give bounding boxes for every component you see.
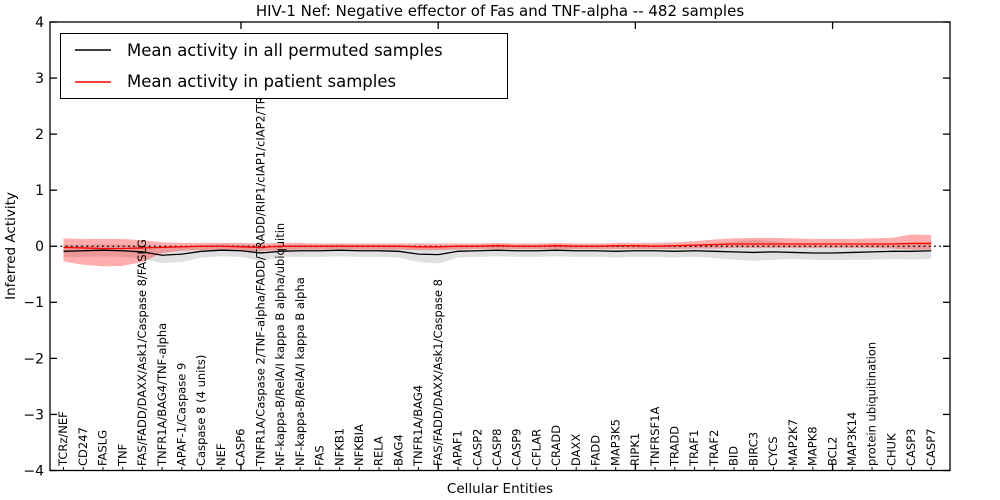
x-tick-label: CASP6 (234, 429, 248, 466)
chart-title: HIV-1 Nef: Negative effector of Fas and … (256, 2, 744, 20)
y-tick-label: 1 (35, 183, 44, 199)
x-tick-label: CASP8 (490, 429, 504, 466)
x-tick-label: BID (727, 446, 741, 466)
x-tick-label: MAPK8 (806, 426, 820, 466)
x-tick-label: TNFR1A/BAG4 (411, 385, 425, 467)
y-tick-label: 3 (35, 71, 44, 87)
x-tick-label: FADD (589, 435, 603, 466)
x-tick-label: Caspase 8 (4 units) (194, 355, 208, 466)
x-tick-label: TNFR1A/BAG4/TNF-alpha (155, 323, 169, 467)
x-tick-label: CYCS (766, 436, 780, 466)
patient-line-swatch (75, 80, 111, 83)
x-tick-label: CASP3 (904, 429, 918, 466)
legend-item-patient: Mean activity in patient samples (61, 67, 507, 97)
x-tick-label: FAS (313, 445, 327, 466)
x-tick-label: protein ubiquitination (865, 342, 879, 466)
x-tick-label: TNFRSF1A (648, 407, 662, 467)
permuted-line-swatch (75, 49, 111, 52)
patient-band (63, 234, 932, 267)
x-tick-label: TRAF2 (707, 430, 721, 467)
x-tick-label: NF-kappa-B/RelA/I kappa B alpha (293, 277, 307, 466)
x-tick-label: CHUK (884, 433, 898, 466)
permuted-mean-line (63, 249, 932, 256)
legend-label-permuted: Mean activity in all permuted samples (127, 40, 443, 60)
y-tick-label: −1 (23, 295, 44, 311)
x-axis-label: Cellular Entities (447, 481, 553, 497)
plot-area: TCRz/NEF CD247 FASLG TNF FAS/FADD/DAXX/Ask1/… (23, 15, 951, 479)
x-tick-label: FASLG (96, 430, 110, 466)
legend-item-permuted: Mean activity in all permuted samples (61, 35, 507, 65)
x-tick-label: BCL2 (825, 437, 839, 466)
x-tick-label: MAP2K7 (786, 419, 800, 466)
x-tick-label: TNFR1A/Caspase 2/TNF-alpha/FADD/TRADD/RI… (253, 35, 267, 467)
x-tick-label: BAG4 (391, 434, 405, 466)
legend-label-patient: Mean activity in patient samples (127, 72, 397, 92)
x-tick-label: FAS/FADD/DAXX/Ask1/Caspase 8/FASLG (135, 239, 149, 466)
x-tick-label: NFKBIA (352, 424, 366, 466)
y-tick-label: −3 (23, 407, 44, 423)
x-tick-label: CASP9 (510, 429, 524, 466)
x-tick-label: RELA (372, 436, 386, 466)
x-tick-label: APAF1 (451, 430, 465, 466)
y-tick-label: −4 (23, 463, 44, 479)
y-axis-label: Inferred Activity (3, 192, 19, 300)
x-tick-label: APAF-1/Caspase 9 (175, 363, 189, 466)
x-tick-label: MAP3K14 (845, 412, 859, 466)
x-tick-label: CFLAR (529, 429, 543, 466)
x-tick-label: TRAF1 (687, 430, 701, 467)
x-tick-label: NEF (214, 444, 228, 466)
x-tick-label: TCRz/NEF (56, 411, 70, 467)
x-tick-label: BIRC3 (746, 432, 760, 466)
x-tick-label: RIPK1 (628, 433, 642, 466)
y-tick-label: 4 (35, 15, 44, 31)
legend: Mean activity in all permuted samples Me… (60, 33, 508, 99)
y-tick-label: 2 (35, 127, 44, 143)
x-tick-label: DAXX (569, 434, 583, 466)
x-tick-label: TNF (115, 444, 129, 467)
x-tick-label: MAP3K5 (608, 419, 622, 466)
x-tick-label: NF-kappa-B/RelA/I kappa B alpha/ubiquiti… (273, 223, 287, 466)
x-tick-label: TRADD (668, 426, 682, 467)
patient-mean-line (63, 242, 932, 250)
y-tick-label: −2 (23, 351, 44, 367)
y-tick-label: 0 (35, 239, 44, 255)
x-tick-label: CD247 (76, 427, 90, 466)
x-tick-label: CRADD (549, 425, 563, 466)
x-tick-label: CASP2 (470, 429, 484, 466)
x-tick-label: FAS/FADD/DAXX/Ask1/Caspase 8 (431, 279, 445, 466)
x-tick-label: NFKB1 (332, 428, 346, 466)
x-tick-label: CASP7 (924, 429, 938, 466)
